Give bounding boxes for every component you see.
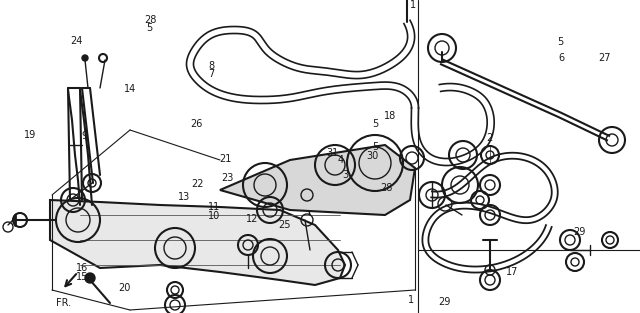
Text: 25: 25 [278,220,291,230]
Text: 1: 1 [408,295,415,305]
Text: 10: 10 [208,211,220,221]
Text: 12: 12 [246,214,259,224]
Text: 6: 6 [559,53,565,63]
Polygon shape [220,145,415,215]
Text: 29: 29 [438,297,451,307]
Text: 23: 23 [221,173,233,183]
Text: 28: 28 [380,183,392,193]
Text: 2: 2 [486,133,493,143]
Text: 29: 29 [573,227,585,237]
Text: 28: 28 [145,15,157,25]
Text: 26: 26 [191,119,203,129]
Text: 22: 22 [191,179,204,189]
Text: 21: 21 [219,154,231,164]
Polygon shape [50,200,345,285]
Text: 13: 13 [178,192,190,202]
Text: 31: 31 [326,148,339,158]
Circle shape [82,55,88,61]
Text: 11: 11 [208,202,220,212]
Text: 5: 5 [146,23,152,33]
Text: 14: 14 [124,84,136,94]
Text: FR.: FR. [56,298,71,308]
Text: 19: 19 [24,130,36,140]
Text: 15: 15 [76,272,88,282]
Text: 8: 8 [208,61,214,71]
Text: 27: 27 [598,53,611,63]
Text: 16: 16 [76,263,88,273]
Text: 17: 17 [506,267,518,277]
Text: 4: 4 [337,155,344,165]
Text: 9: 9 [81,131,88,141]
Text: 3: 3 [342,170,349,180]
Circle shape [85,273,95,283]
Text: 5: 5 [372,119,379,129]
Text: 24: 24 [70,36,83,46]
Text: 18: 18 [384,111,396,121]
Text: 7: 7 [208,69,214,79]
Text: 1: 1 [410,0,416,10]
Text: 20: 20 [118,283,131,293]
Text: 5: 5 [557,37,563,47]
Text: 30: 30 [366,151,378,161]
Text: 5: 5 [372,142,379,152]
